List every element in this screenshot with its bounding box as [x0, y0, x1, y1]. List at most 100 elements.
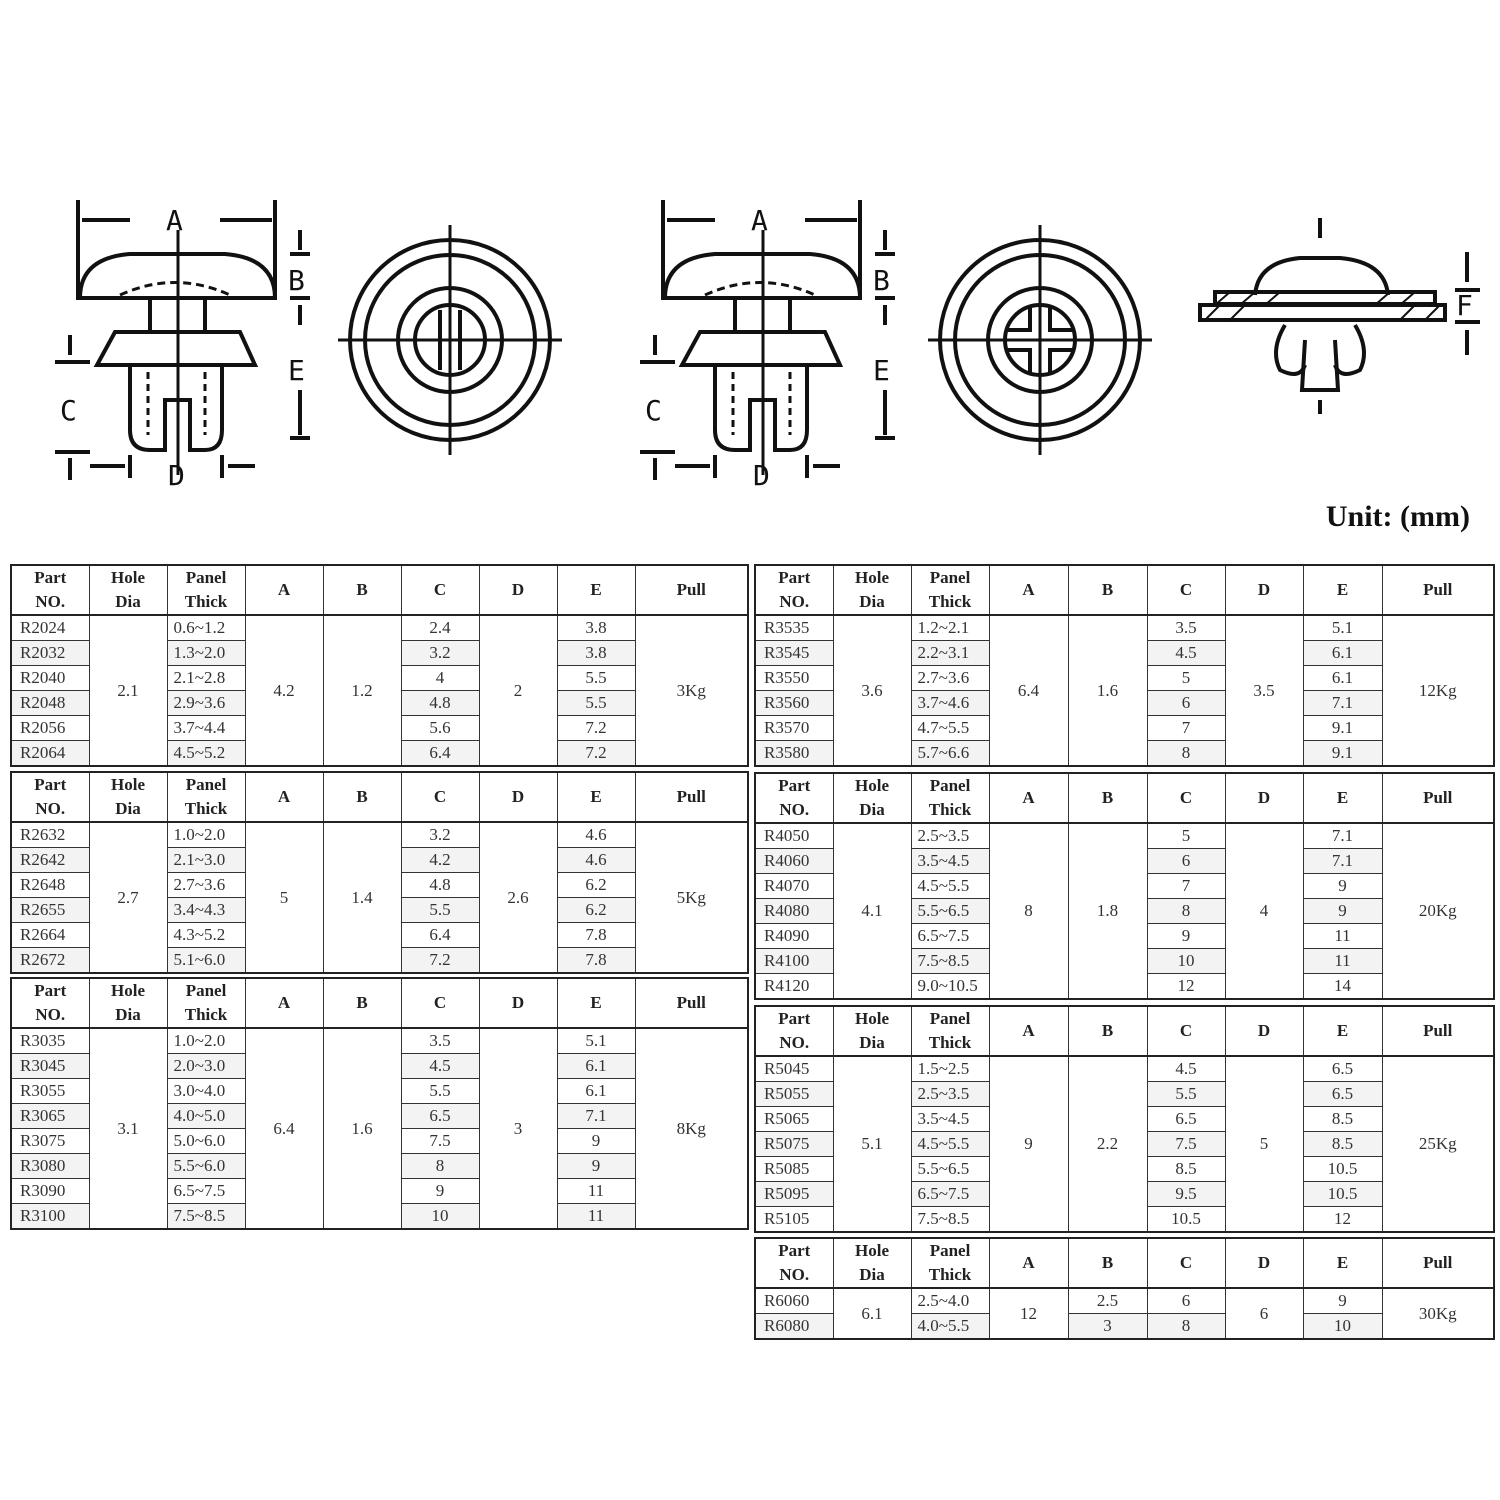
header-text: Dia — [859, 592, 885, 611]
rivet-slot-top-view — [336, 223, 564, 457]
dim-c-cell: 6.5 — [1146, 1106, 1226, 1132]
table-row: R2632 2.7 1.0~2.0 5 1.4 3.2 2.6 4.6 5Kg — [10, 821, 749, 974]
panel-thick-cell: 4.0~5.0 — [166, 1103, 246, 1129]
table-row: R3045 2.0~3.0 4.5 6.1 — [10, 1053, 748, 1079]
dim-c-cell: 6.4 — [400, 740, 480, 767]
pull-force-cell: 30Kg — [1381, 1287, 1495, 1340]
header-text: Part — [778, 1241, 811, 1260]
header-text: Dia — [859, 800, 885, 819]
header-text: Hole — [111, 775, 145, 794]
header-text: Hole — [855, 776, 889, 795]
column-header-a: A — [988, 1237, 1069, 1289]
column-header-part-no: Part NO. — [10, 771, 90, 823]
hole-dia-cell: 5.1 — [832, 1055, 912, 1233]
column-header-c: C — [400, 977, 480, 1029]
header-text: E — [1336, 1021, 1349, 1040]
dimension-label-e: E — [288, 354, 305, 387]
table-row: R3035 3.1 1.0~2.0 6.4 1.6 3.5 3 5.1 8Kg — [10, 1027, 749, 1230]
header-text: C — [433, 580, 447, 599]
header-text: Thick — [184, 1005, 228, 1024]
part-number-cell: R3550 — [754, 665, 834, 691]
header-text: Dia — [115, 799, 141, 818]
part-number-cell: R2632 — [10, 821, 90, 848]
column-header-hole-dia: Hole Dia — [88, 564, 168, 616]
spec-table: Part NO. Hole Dia Panel Thick A B C D E Pull R5045 5.… — [754, 1005, 1495, 1233]
dim-e-cell: 9 — [556, 1128, 636, 1154]
dim-c-cell: 5.6 — [400, 715, 480, 741]
dim-c-cell: 5 — [1146, 665, 1226, 691]
header-text: B — [356, 993, 368, 1012]
panel-thick-cell: 1.0~2.0 — [166, 821, 246, 848]
header-text: B — [1101, 788, 1114, 807]
part-number-cell: R3080 — [10, 1153, 90, 1179]
dim-e-cell: 10.5 — [1302, 1181, 1383, 1207]
header-text: Part — [778, 776, 811, 795]
table-row: R6080 4.0~5.5 3 8 10 — [754, 1313, 1494, 1340]
hole-dia-cell: 3.6 — [832, 614, 912, 767]
dim-c-cell: 5.5 — [400, 897, 480, 923]
dim-e-cell: 3.8 — [556, 614, 636, 641]
dim-c-cell: 4.5 — [1146, 1055, 1226, 1082]
panel-thick-cell: 3.0~4.0 — [166, 1078, 246, 1104]
part-number-cell: R4120 — [754, 973, 834, 1000]
dim-e-cell: 5.1 — [1302, 614, 1383, 641]
table-row: R3545 2.2~3.1 4.5 6.1 — [754, 640, 1494, 666]
column-header-b: B — [322, 977, 402, 1029]
dim-b-cell: 1.6 — [1067, 614, 1148, 767]
part-number-cell: R2672 — [10, 947, 90, 974]
dim-c-cell: 10 — [1146, 948, 1226, 974]
column-header-a: A — [988, 564, 1069, 616]
spec-table: Part NO. Hole Dia Panel Thick A B C D E Pull R3535 3.… — [754, 564, 1495, 767]
part-number-cell: R2064 — [10, 740, 90, 767]
table-row: R3080 5.5~6.0 8 9 — [10, 1153, 748, 1179]
dimension-label-d: D — [753, 459, 770, 492]
table-row: R5105 7.5~8.5 10.5 12 — [754, 1206, 1494, 1233]
column-header-c: C — [1146, 564, 1226, 616]
header-text: D — [511, 993, 525, 1012]
dim-e-cell: 5.5 — [556, 690, 636, 716]
header-text: Thick — [928, 592, 972, 611]
header-text: C — [1179, 1021, 1193, 1040]
dim-e-cell: 4.6 — [556, 847, 636, 873]
table-row: R5045 5.1 1.5~2.5 9 2.2 4.5 5 6.5 25Kg — [754, 1055, 1495, 1233]
dim-e-cell: 9.1 — [1302, 740, 1383, 767]
dim-e-cell: 8.5 — [1302, 1106, 1383, 1132]
part-number-cell: R4050 — [754, 822, 834, 849]
header-text: Panel — [929, 1241, 971, 1260]
header-text: Thick — [928, 1033, 972, 1052]
column-header-panel-thick: Panel Thick — [910, 772, 990, 824]
header-text: A — [1022, 580, 1035, 599]
table-row: R4100 7.5~8.5 10 11 — [754, 948, 1494, 974]
header-text: C — [1179, 788, 1193, 807]
dim-c-cell: 10.5 — [1146, 1206, 1226, 1233]
panel-thick-cell: 7.5~8.5 — [910, 948, 990, 974]
dim-d-cell: 2 — [478, 614, 558, 767]
column-header-c: C — [1146, 772, 1226, 824]
dim-c-cell: 6.4 — [400, 922, 480, 948]
dim-e-cell: 10.5 — [1302, 1156, 1383, 1182]
panel-thick-cell: 2.1~3.0 — [166, 847, 246, 873]
table-row: R3075 5.0~6.0 7.5 9 — [10, 1128, 748, 1154]
dim-c-cell: 6 — [1146, 1287, 1226, 1314]
panel-thick-cell: 3.7~4.6 — [910, 690, 990, 716]
header-text: Panel — [929, 776, 971, 795]
table-row: R3550 2.7~3.6 5 6.1 — [754, 665, 1494, 691]
panel-thick-cell: 2.1~2.8 — [166, 665, 246, 691]
table-row: R5085 5.5~6.5 8.5 10.5 — [754, 1156, 1494, 1182]
dim-e-cell: 11 — [1302, 923, 1383, 949]
dim-e-cell: 9.1 — [1302, 715, 1383, 741]
header-text: B — [1101, 1253, 1114, 1272]
header-text: A — [1022, 788, 1035, 807]
table-row: R2040 2.1~2.8 4 5.5 — [10, 665, 748, 691]
part-number-cell: R3075 — [10, 1128, 90, 1154]
dim-c-cell: 9.5 — [1146, 1181, 1226, 1207]
dim-e-cell: 7.1 — [556, 1103, 636, 1129]
panel-thick-cell: 3.5~4.5 — [910, 1106, 990, 1132]
header-text: E — [1336, 1253, 1349, 1272]
dim-c-cell: 6.5 — [400, 1103, 480, 1129]
header-text: Hole — [855, 1241, 889, 1260]
part-number-cell: R3035 — [10, 1027, 90, 1054]
part-number-cell: R3090 — [10, 1178, 90, 1204]
dim-c-cell: 6 — [1146, 690, 1226, 716]
column-header-hole-dia: Hole Dia — [832, 1237, 912, 1289]
